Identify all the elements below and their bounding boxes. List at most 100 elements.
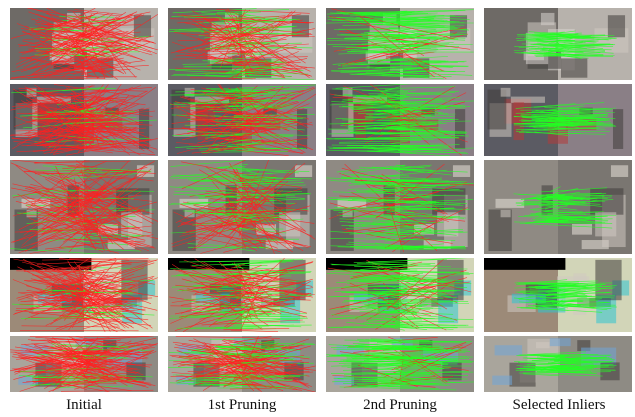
outlier-match-line <box>191 137 309 154</box>
inlier-match-line <box>385 233 425 236</box>
inlier-match-line <box>228 67 251 72</box>
inlier-match-line <box>231 309 278 313</box>
outlier-match-line <box>24 86 134 134</box>
outlier-match-line <box>199 169 316 240</box>
outlier-match-line <box>210 179 246 220</box>
inlier-match-line <box>392 200 447 204</box>
outlier-match-line <box>170 19 303 54</box>
inlier-match-line <box>355 224 414 227</box>
inlier-match-line <box>384 127 440 130</box>
outlier-match-line <box>74 126 106 133</box>
match-lines-svg <box>168 160 316 254</box>
inlier-match-line <box>217 167 310 172</box>
outlier-match-line <box>17 91 110 105</box>
inlier-match-line <box>337 246 435 250</box>
inlier-match-line <box>214 346 283 350</box>
inlier-match-line <box>525 33 582 36</box>
inlier-match-line <box>352 303 403 306</box>
inlier-match-line <box>227 36 250 41</box>
inlier-match-line <box>195 198 306 204</box>
inlier-match-line <box>363 31 414 38</box>
inlier-match-line <box>384 298 444 301</box>
outlier-match-line <box>76 169 130 211</box>
inlier-match-line <box>226 67 282 73</box>
inlier-match-line <box>169 99 312 105</box>
outlier-match-line <box>181 160 246 190</box>
outlier-match-line <box>195 43 309 52</box>
inlier-match-line <box>517 34 606 37</box>
inlier-match-line <box>541 118 561 124</box>
inlier-match-line <box>346 179 401 187</box>
inlier-match-line <box>236 175 277 178</box>
inlier-match-line <box>520 290 563 292</box>
outlier-match-line <box>14 346 151 368</box>
outlier-match-line <box>83 362 91 378</box>
inlier-match-line <box>175 142 285 148</box>
outlier-match-line <box>40 259 130 279</box>
outlier-match-line <box>31 27 154 43</box>
inlier-match-line <box>332 146 450 148</box>
inlier-match-line <box>183 65 287 68</box>
outlier-match-line <box>55 346 114 361</box>
inlier-match-line <box>219 167 299 174</box>
inlier-match-line <box>379 122 401 126</box>
outlier-match-line <box>195 355 305 368</box>
outlier-match-line <box>72 299 117 303</box>
inlier-match-line <box>338 143 445 145</box>
inlier-match-line <box>236 324 294 328</box>
inlier-match-line <box>373 144 460 150</box>
inlier-match-line <box>11 87 117 94</box>
outlier-match-line <box>239 177 302 188</box>
inlier-match-line <box>239 53 279 55</box>
outlier-match-line <box>235 187 293 249</box>
outlier-match-line <box>76 160 117 190</box>
inlier-match-line <box>355 354 447 359</box>
inlier-match-line <box>187 179 273 184</box>
outlier-match-line <box>223 238 277 253</box>
outlier-match-line <box>76 32 114 44</box>
outlier-match-line <box>82 318 120 330</box>
outlier-match-line <box>51 192 106 217</box>
inlier-match-line <box>336 318 423 321</box>
inlier-match-line <box>541 30 576 36</box>
outlier-match-line <box>71 291 116 330</box>
outlier-match-line <box>207 177 261 202</box>
inlier-match-line <box>326 273 417 278</box>
outlier-match-line <box>222 59 257 66</box>
inlier-match-line <box>526 37 594 40</box>
outlier-match-line <box>50 135 114 143</box>
inlier-match-line <box>397 345 441 350</box>
inlier-match-line <box>365 307 413 310</box>
outlier-match-line <box>174 101 277 123</box>
outlier-match-line <box>26 381 117 384</box>
outlier-match-line <box>71 184 158 222</box>
outlier-match-line <box>11 201 158 243</box>
outlier-match-line <box>203 342 255 392</box>
inlier-match-line <box>330 245 467 250</box>
outlier-match-line <box>36 276 93 297</box>
outlier-match-line <box>188 144 289 156</box>
outlier-match-line <box>174 32 254 41</box>
outlier-match-line <box>204 188 273 198</box>
inlier-match-line <box>375 169 447 178</box>
inlier-match-line <box>214 59 288 64</box>
inlier-match-line <box>517 292 563 296</box>
outlier-match-line <box>208 24 312 34</box>
inlier-match-line <box>518 372 603 377</box>
inlier-match-line <box>357 74 452 77</box>
outlier-match-line <box>72 44 136 75</box>
inlier-match-line <box>514 44 616 47</box>
outlier-match-line <box>202 278 313 309</box>
inlier-match-line <box>516 37 562 41</box>
inlier-match-line <box>219 73 293 77</box>
match-lines-svg <box>168 8 316 80</box>
inlier-match-line <box>240 20 286 23</box>
inlier-match-line <box>177 285 260 292</box>
outlier-match-line <box>233 202 298 230</box>
inlier-match-line <box>399 100 474 104</box>
inlier-match-line <box>342 360 449 364</box>
outlier-match-line <box>29 266 134 329</box>
inlier-match-line <box>524 215 604 220</box>
inlier-match-line <box>395 194 446 199</box>
inlier-match-line <box>556 358 577 362</box>
